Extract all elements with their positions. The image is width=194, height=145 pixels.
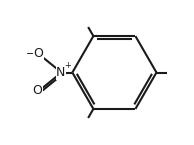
Text: O: O [32, 84, 42, 97]
Text: N: N [56, 66, 66, 79]
Text: −: − [26, 49, 36, 59]
Text: +: + [64, 61, 71, 70]
Text: O: O [34, 47, 43, 60]
